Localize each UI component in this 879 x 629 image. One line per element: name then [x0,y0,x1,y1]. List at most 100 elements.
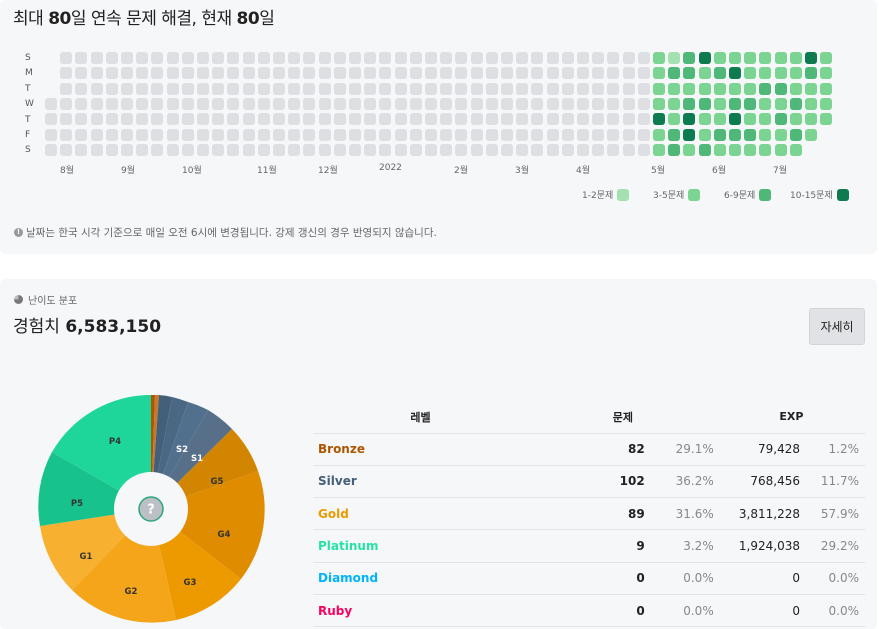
streak-cell[interactable] [75,128,88,141]
streak-cell[interactable] [105,52,118,64]
streak-cell[interactable] [485,113,498,126]
streak-cell[interactable] [409,52,422,64]
streak-cell[interactable] [577,113,589,126]
streak-cell[interactable] [45,97,57,110]
streak-cell[interactable] [698,128,711,141]
streak-cell[interactable] [561,143,574,156]
streak-cell[interactable] [181,52,194,64]
streak-cell[interactable] [166,128,179,141]
streak-cell[interactable] [121,82,133,95]
streak-cell[interactable] [364,113,377,126]
streak-cell[interactable] [440,128,453,141]
streak-cell[interactable] [805,52,817,64]
streak-cell[interactable] [273,143,285,156]
streak-cell[interactable] [546,128,559,141]
streak-cell[interactable] [90,67,103,80]
streak-cell[interactable] [60,113,73,126]
streak-cell[interactable] [151,97,164,110]
streak-cell[interactable] [257,82,270,95]
streak-cell[interactable] [349,52,361,64]
streak-cell[interactable] [273,52,285,64]
streak-cell[interactable] [75,82,88,95]
streak-cell[interactable] [501,97,513,110]
streak-cell[interactable] [394,67,407,80]
streak-cell[interactable] [820,113,833,126]
streak-cell[interactable] [531,82,544,95]
streak-cell[interactable] [288,67,301,80]
streak-cell[interactable] [713,82,726,95]
streak-cell[interactable] [90,113,103,126]
streak-cell[interactable] [607,82,620,95]
streak-cell[interactable] [394,97,407,110]
streak-cell[interactable] [501,128,513,141]
streak-cell[interactable] [470,52,483,64]
streak-cell[interactable] [257,113,270,126]
streak-cell[interactable] [242,67,255,80]
streak-cell[interactable] [181,143,194,156]
streak-cell[interactable] [273,113,285,126]
streak-cell[interactable] [136,52,149,64]
streak-cell[interactable] [577,52,589,64]
streak-cell[interactable] [212,128,225,141]
streak-cell[interactable] [333,82,346,95]
streak-cell[interactable] [318,113,331,126]
streak-cell[interactable] [561,82,574,95]
streak-cell[interactable] [151,52,164,64]
streak-cell[interactable] [379,143,392,156]
streak-cell[interactable] [516,52,529,64]
streak-cell[interactable] [136,128,149,141]
streak-cell[interactable] [60,82,73,95]
streak-cell[interactable] [440,97,453,110]
streak-cell[interactable] [683,67,696,80]
streak-cell[interactable] [774,97,787,110]
streak-cell[interactable] [805,67,817,80]
streak-cell[interactable] [820,82,833,95]
streak-cell[interactable] [744,128,757,141]
streak-cell[interactable] [470,143,483,156]
streak-cell[interactable] [425,143,437,156]
streak-cell[interactable] [303,82,316,95]
streak-cell[interactable] [333,143,346,156]
streak-cell[interactable] [212,82,225,95]
streak-cell[interactable] [45,143,57,156]
streak-cell[interactable] [409,128,422,141]
streak-cell[interactable] [455,82,468,95]
streak-cell[interactable] [516,143,529,156]
streak-cell[interactable] [349,82,361,95]
streak-cell[interactable] [759,97,772,110]
streak-cell[interactable] [318,52,331,64]
streak-cell[interactable] [668,82,681,95]
streak-cell[interactable] [136,97,149,110]
streak-cell[interactable] [485,97,498,110]
streak-cell[interactable] [759,128,772,141]
streak-cell[interactable] [455,113,468,126]
streak-cell[interactable] [288,82,301,95]
streak-cell[interactable] [121,128,133,141]
streak-cell[interactable] [637,67,650,80]
streak-cell[interactable] [546,143,559,156]
streak-cell[interactable] [227,82,240,95]
streak-cell[interactable] [379,113,392,126]
streak-cell[interactable] [440,52,453,64]
streak-cell[interactable] [592,52,605,64]
streak-cell[interactable] [653,97,665,110]
streak-cell[interactable] [744,97,757,110]
streak-cell[interactable] [668,97,681,110]
streak-cell[interactable] [151,128,164,141]
streak-cell[interactable] [288,128,301,141]
streak-cell[interactable] [121,113,133,126]
streak-cell[interactable] [470,67,483,80]
streak-cell[interactable] [698,67,711,80]
streak-cell[interactable] [181,97,194,110]
streak-cell[interactable] [425,113,437,126]
streak-cell[interactable] [394,82,407,95]
streak-cell[interactable] [242,97,255,110]
streak-cell[interactable] [90,128,103,141]
streak-cell[interactable] [257,67,270,80]
streak-cell[interactable] [242,143,255,156]
streak-cell[interactable] [577,97,589,110]
streak-cell[interactable] [364,143,377,156]
streak-cell[interactable] [653,143,665,156]
streak-cell[interactable] [637,97,650,110]
streak-cell[interactable] [90,143,103,156]
